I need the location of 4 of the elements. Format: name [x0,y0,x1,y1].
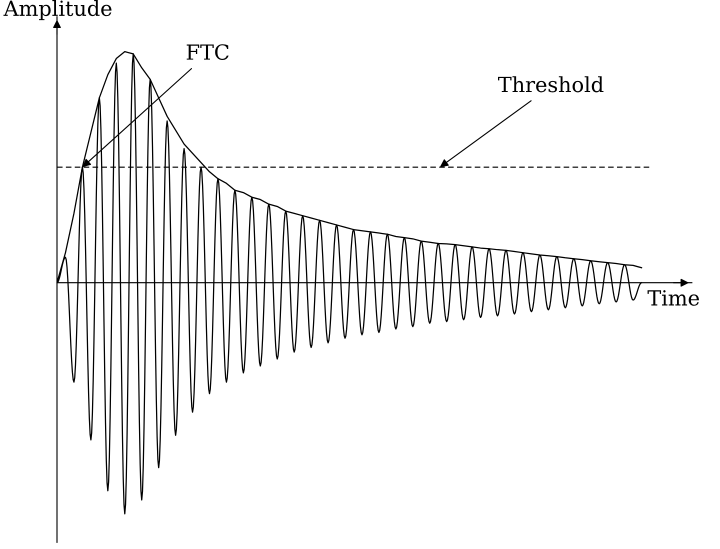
annotation: FTC [186,44,229,60]
x-axis-title: Time [648,290,699,306]
annotation: Threshold [498,76,604,92]
y-axis-title: Amplitude [3,0,112,20]
